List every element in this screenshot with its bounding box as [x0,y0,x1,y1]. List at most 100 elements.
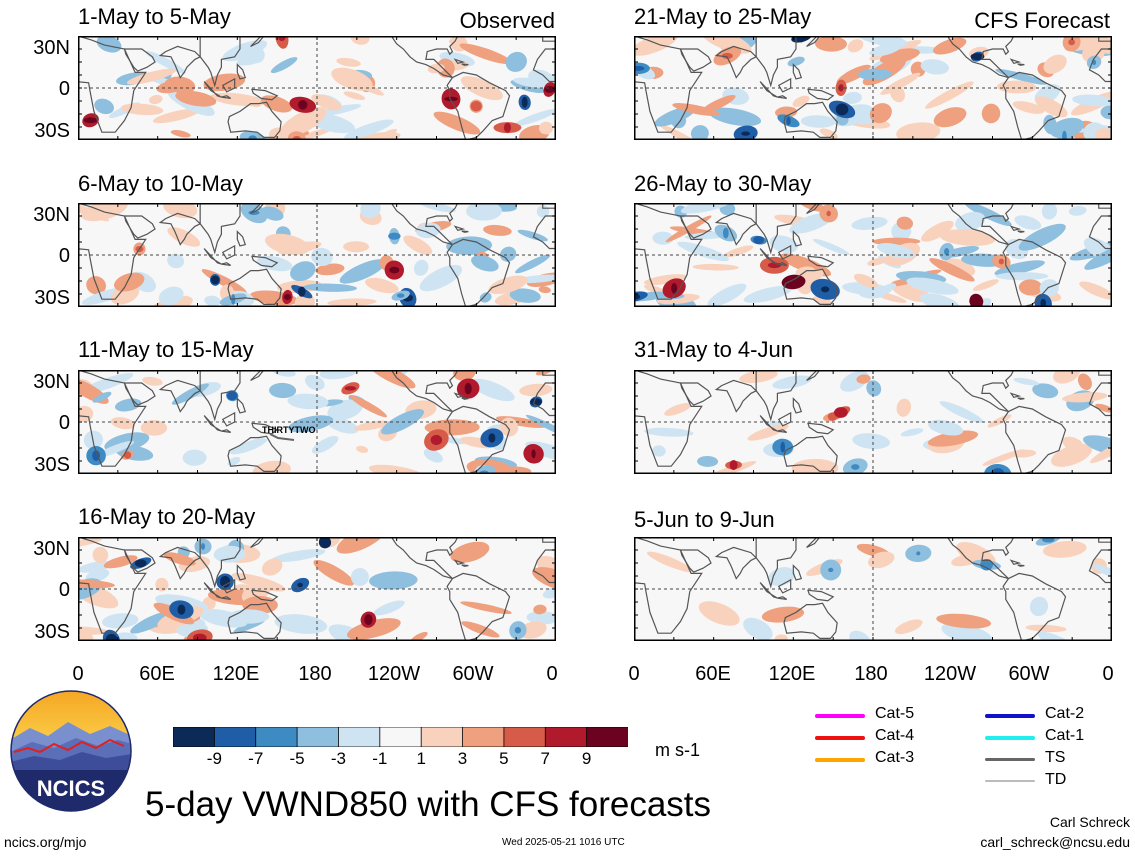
anomaly-contour [786,116,791,126]
anomaly-contour [812,238,850,256]
coastline [946,537,1015,580]
coastline [1017,230,1025,233]
anomaly-contour [200,543,206,550]
anomaly-contour [101,613,139,629]
anomaly-contour [1079,281,1112,300]
logo-text: NCICS [37,776,105,801]
coastline [783,602,838,640]
coastline [1017,397,1025,400]
anomaly-contour [230,438,267,455]
anomaly-contour [92,450,101,461]
panel-title-left-1: 1-May to 5-May [78,4,231,29]
anomaly-contour [1012,101,1045,114]
footer-url[interactable]: ncics.org/mjo [4,834,87,850]
anomaly-contour [896,122,941,140]
anomaly-contour [747,424,789,441]
anomaly-contour [134,559,147,568]
colorbar-tick-label: -7 [248,749,264,768]
anomaly-contour [1014,215,1042,230]
anomaly-contour [156,80,189,94]
coastline [806,36,821,47]
anomaly-contour [269,127,293,140]
anomaly-contour [1072,94,1112,107]
legend-label: Cat-5 [875,705,915,722]
anomaly-contour [369,571,418,590]
anomaly-contour [866,380,882,397]
coastline [634,36,703,133]
lon-label: 120W [367,663,421,685]
anomaly-contour [298,99,308,110]
anomaly-contour [350,36,370,45]
coastline [792,397,803,414]
coastline [236,564,247,581]
anomaly-contour [466,203,502,221]
anomaly-contour [544,86,555,93]
anomaly-contour [175,90,217,107]
anomaly-contour [479,292,492,303]
coastline [777,95,788,99]
anomaly-contour [114,272,145,292]
coastline [251,589,279,602]
colorbar-tick-label: 5 [499,749,509,768]
anomaly-contour [739,370,778,384]
coastline [250,36,265,47]
anomaly-contour [721,52,733,59]
coastline [390,537,459,580]
lon-label: 0 [72,663,84,685]
anomaly-contour [853,273,878,288]
anomaly-contour [659,124,703,140]
lat-label: 30S [34,454,70,476]
lon-label: 0 [546,663,558,685]
anomaly-contour [643,274,687,286]
anomaly-contour [192,633,207,641]
anomaly-contour [311,247,333,267]
coastline [236,397,247,414]
anomaly-contour [896,216,913,230]
anomaly-contour [852,433,890,450]
anomaly-contour [126,68,177,85]
anomaly-contour [869,103,892,124]
coastline [946,370,1015,413]
coastline [453,225,466,231]
anomaly-contour [933,107,967,128]
anomaly-contour [388,232,401,240]
anomaly-contour [835,103,849,116]
anomaly-contour [652,445,666,457]
coastline [714,546,758,580]
anomaly-contour [488,433,496,443]
coastline [199,203,241,255]
lat-label: 30S [34,287,70,309]
coastline [783,268,838,306]
colorbar-swatch [379,726,423,748]
anomaly-contour [140,420,168,436]
legend-line-cat-5 [815,714,865,718]
lon-label: 60E [139,663,175,685]
map-panel [78,370,556,474]
anomaly-contour [838,84,844,92]
anomaly-contour [513,108,556,127]
coastline [123,382,156,406]
coastline [250,370,265,381]
anomaly-contour [894,619,923,635]
colorbar-swatch [172,726,216,748]
legend-line-cat-2 [985,714,1035,718]
anomaly-contour [446,236,493,255]
anomaly-contour [403,235,433,255]
legend-label: Cat-4 [875,727,915,744]
coastline [158,379,202,413]
anomaly-contour [488,275,528,295]
anomaly-contour [521,96,528,108]
anomaly-contour [430,434,443,446]
anomaly-contour [515,254,551,274]
anomaly-contour [896,398,912,417]
anomaly-contour [1068,39,1075,46]
anomaly-contour [213,545,246,563]
coastline [755,203,797,255]
anomaly-contour [729,459,738,471]
footer-email[interactable]: carl_schreck@ncsu.edu [980,834,1130,850]
forecast-label: CFS Forecast [974,8,1110,33]
anomaly-contour [1041,203,1058,220]
coastline [777,262,788,266]
anomaly-contour [826,210,831,217]
coastline [461,397,469,400]
